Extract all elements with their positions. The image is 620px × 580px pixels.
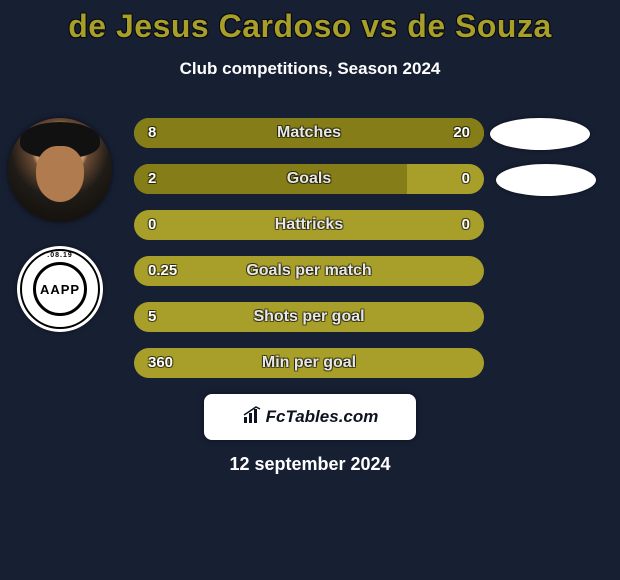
- right-column: [490, 118, 610, 216]
- page-subtitle: Club competitions, Season 2024: [0, 59, 620, 79]
- stat-label: Hattricks: [134, 210, 484, 240]
- stat-label: Goals per match: [134, 256, 484, 286]
- stat-label: Min per goal: [134, 348, 484, 378]
- branding-badge: FcTables.com: [204, 394, 416, 440]
- stat-row: 360Min per goal: [134, 348, 484, 378]
- stat-value-right: 0: [462, 164, 470, 194]
- club-logo: .08.19 AAPP: [17, 246, 103, 332]
- club2-logo-placeholder: [496, 164, 596, 196]
- page-title: de Jesus Cardoso vs de Souza: [0, 0, 620, 45]
- stat-label: Matches: [134, 118, 484, 148]
- stat-label: Shots per goal: [134, 302, 484, 332]
- comparison-infographic: de Jesus Cardoso vs de Souza Club compet…: [0, 0, 620, 580]
- stat-row: 0Hattricks0: [134, 210, 484, 240]
- left-column: .08.19 AAPP: [8, 118, 118, 332]
- stat-row: 8Matches20: [134, 118, 484, 148]
- stat-label: Goals: [134, 164, 484, 194]
- stat-row: 5Shots per goal: [134, 302, 484, 332]
- club-logo-top-text: .08.19: [17, 252, 103, 259]
- stat-row: 0.25Goals per match: [134, 256, 484, 286]
- stat-row: 2Goals0: [134, 164, 484, 194]
- player-avatar: [8, 118, 112, 222]
- stat-value-right: 20: [453, 118, 470, 148]
- stat-value-right: 0: [462, 210, 470, 240]
- player2-avatar-placeholder: [490, 118, 590, 150]
- stat-bars: 8Matches202Goals00Hattricks00.25Goals pe…: [134, 118, 484, 394]
- chart-icon: [242, 397, 262, 417]
- avatar-face: [36, 146, 84, 202]
- branding-text: FcTables.com: [266, 407, 379, 426]
- date-text: 12 september 2024: [0, 454, 620, 475]
- club-logo-center-text: AAPP: [17, 282, 103, 297]
